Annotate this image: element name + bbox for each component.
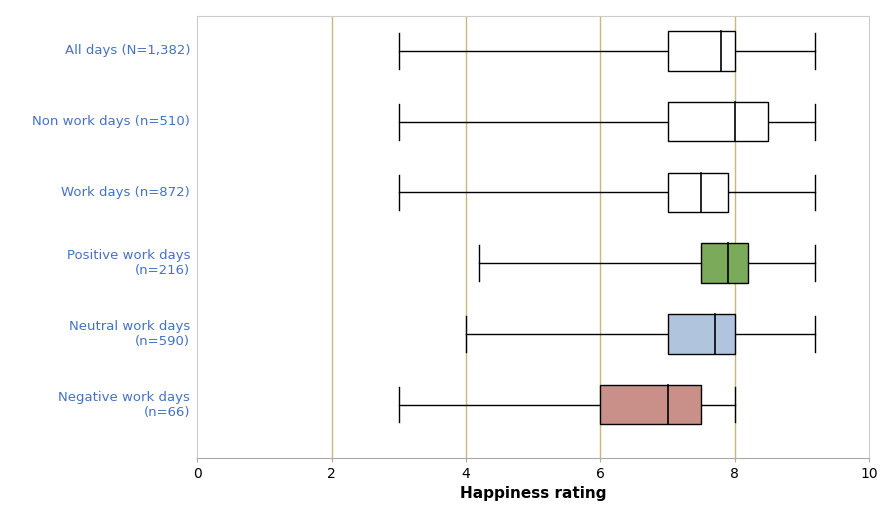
Bar xyxy=(702,243,748,283)
Bar xyxy=(668,102,769,141)
Bar xyxy=(600,385,702,424)
Bar xyxy=(668,173,728,212)
Bar xyxy=(668,314,735,354)
Bar xyxy=(668,31,735,71)
X-axis label: Happiness rating: Happiness rating xyxy=(460,486,607,501)
